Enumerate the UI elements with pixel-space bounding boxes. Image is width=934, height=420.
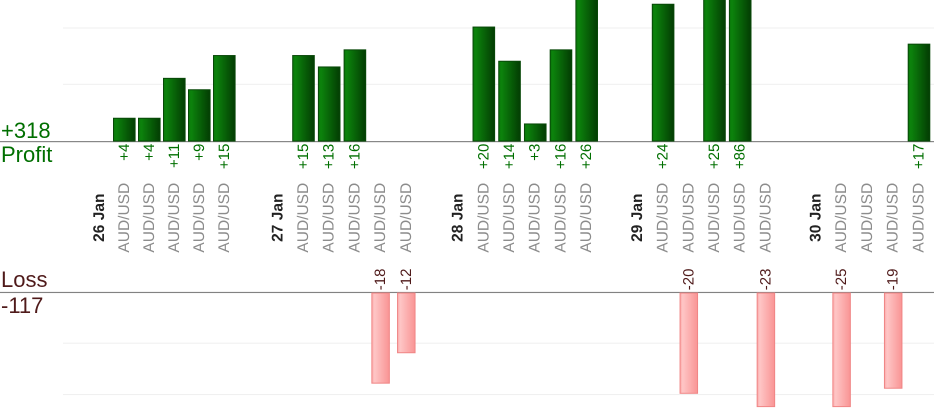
x-axis-symbol-label: AUD/USD [166, 183, 183, 253]
profit-bar [163, 77, 186, 142]
profit-bar [292, 55, 315, 142]
profit-bar [213, 55, 236, 142]
profit-axis-title: Profit [1, 141, 53, 167]
profit-value-label: +4 [116, 144, 133, 161]
x-axis-symbol-label: AUD/USD [859, 183, 876, 253]
x-axis-symbol-label: AUD/USD [295, 183, 312, 253]
loss-bar [679, 292, 699, 394]
profit-value-label: +11 [166, 144, 183, 168]
gridline [63, 394, 934, 396]
profit-bar [575, 0, 599, 142]
x-axis-symbol-label: AUD/USD [475, 183, 492, 253]
profit-bar [188, 89, 211, 142]
x-axis-date-label: 26 Jan [91, 194, 108, 242]
x-axis-symbol-label: AUD/USD [321, 183, 338, 253]
profit-value-label: +4 [141, 144, 158, 161]
x-axis-date-label: 30 Jan [807, 194, 824, 242]
x-axis-symbol-label: AUD/USD [578, 183, 595, 253]
profit-value-label: +20 [475, 144, 492, 169]
x-axis-date-label: 27 Jan [269, 194, 286, 242]
profit-value-label: +13 [321, 144, 338, 169]
x-axis-symbol-label: AUD/USD [911, 183, 928, 253]
profit-bar [138, 117, 161, 142]
loss-zero-line [0, 291, 934, 294]
gridline [63, 27, 934, 29]
profit-value-label: +16 [552, 144, 569, 169]
loss-bar [371, 292, 390, 384]
x-axis-symbol-label: AUD/USD [141, 183, 158, 253]
profit-value-label: +17 [911, 144, 928, 169]
profit-bar [498, 60, 521, 142]
profit-value-label: +86 [732, 144, 749, 169]
x-axis-symbol-label: AUD/USD [346, 183, 363, 253]
profit-bar [472, 26, 496, 142]
profit-bar [113, 117, 136, 142]
profit-bar [343, 49, 367, 142]
x-axis-symbol-label: AUD/USD [372, 183, 389, 253]
profit-bar [317, 66, 341, 142]
profit-value-label: +16 [346, 144, 363, 169]
loss-bar [756, 292, 776, 408]
loss-bar [883, 292, 903, 389]
x-axis-symbol-label: AUD/USD [655, 183, 672, 253]
x-axis-symbol-label: AUD/USD [501, 183, 518, 253]
x-axis-date-label: 28 Jan [450, 194, 467, 242]
x-axis-symbol-label: AUD/USD [833, 183, 850, 253]
x-axis-symbol-label: AUD/USD [398, 183, 415, 253]
x-axis-symbol-label: AUD/USD [680, 183, 697, 253]
loss-axis-title: Loss [1, 267, 48, 292]
profit-bar [703, 0, 726, 142]
profit-bar [549, 49, 573, 142]
profit-value-label: +26 [578, 144, 595, 169]
profit-bar [651, 3, 675, 142]
loss-value-label: -20 [680, 269, 697, 291]
profit-zero-line [0, 141, 934, 143]
profit-value-label: +9 [191, 144, 208, 161]
profit-bar [907, 43, 931, 142]
loss-total-label: -117 [1, 293, 44, 319]
x-axis-symbol-label: AUD/USD [116, 183, 133, 253]
profit-total-label: +318 [1, 117, 51, 143]
x-axis-symbol-label: AUD/USD [732, 183, 749, 253]
x-axis-symbol-label: AUD/USD [706, 183, 723, 253]
profit-bar [523, 123, 547, 142]
loss-bar [397, 292, 416, 354]
profit-value-label: +15 [216, 144, 233, 169]
x-axis-date-label: 29 Jan [629, 194, 646, 242]
profit-value-label: +14 [501, 144, 518, 169]
x-axis-symbol-label: AUD/USD [885, 183, 902, 253]
profit-value-label: +3 [527, 144, 544, 161]
x-axis-symbol-label: AUD/USD [527, 183, 544, 253]
profit-value-label: +15 [295, 144, 312, 169]
loss-value-label: -12 [398, 269, 415, 291]
profit-bar [728, 0, 752, 142]
profit-value-label: +25 [706, 144, 723, 169]
loss-value-label: -23 [757, 269, 774, 291]
loss-bar [832, 292, 851, 408]
x-axis-symbol-label: AUD/USD [757, 183, 774, 253]
x-axis-symbol-label: AUD/USD [216, 183, 233, 253]
loss-value-label: -25 [833, 269, 850, 291]
loss-value-label: -19 [885, 269, 902, 291]
gridline [63, 342, 934, 344]
loss-value-label: -18 [372, 269, 389, 291]
profit-value-label: +24 [655, 144, 672, 169]
x-axis-symbol-label: AUD/USD [191, 183, 208, 253]
x-axis-symbol-label: AUD/USD [552, 183, 569, 253]
